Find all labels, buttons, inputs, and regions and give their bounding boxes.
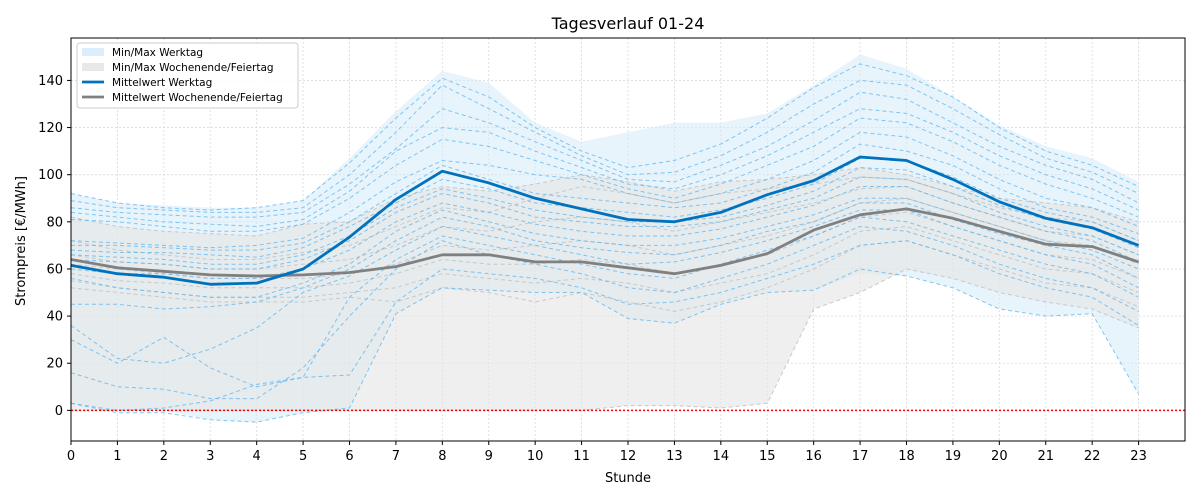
x-tick-label: 21 (1037, 449, 1054, 464)
y-tick-label: 20 (46, 357, 63, 372)
x-tick-label: 14 (713, 449, 730, 464)
x-tick-label: 20 (991, 449, 1008, 464)
x-tick-label: 23 (1130, 449, 1147, 464)
x-tick-label: 2 (160, 449, 168, 464)
weekday-daily-line (70, 167, 1139, 265)
x-tick-label: 10 (527, 449, 544, 464)
x-tick-label: 0 (67, 449, 75, 464)
x-tick-label: 22 (1084, 449, 1101, 464)
y-tick-label: 80 (46, 215, 63, 230)
x-tick-label: 9 (485, 449, 493, 464)
y-tick-label: 140 (38, 74, 63, 89)
x-tick-label: 3 (206, 449, 214, 464)
y-tick-label: 100 (38, 168, 63, 183)
weekend-daily-line (70, 240, 1139, 312)
x-tick-label: 6 (345, 449, 353, 464)
weekend-daily-line (70, 225, 1139, 298)
legend-swatch-band (82, 48, 104, 56)
weekday-daily-line (70, 225, 1139, 400)
weekday-daily-line (70, 108, 1139, 228)
weekend-daily-line (70, 167, 1139, 237)
x-tick-label: 15 (759, 449, 776, 464)
weekday-daily-line (70, 268, 1140, 423)
legend-label: Min/Max Wochenende/Feiertag (112, 62, 274, 74)
x-tick-label: 16 (805, 449, 822, 464)
weekday-daily-line (70, 79, 1139, 213)
weekday-daily-line (71, 143, 1139, 251)
plot-area: 0 1 2 3 4 5 6 7 8 9 10 11 12 13 14 15 16 17 18 19 20 21 22 2302… (38, 37, 1186, 464)
legend-label: Min/Max Werktag (112, 47, 203, 59)
x-tick-label: 5 (299, 449, 307, 464)
x-tick-label: 1 (113, 449, 121, 464)
x-tick-label: 19 (945, 449, 962, 464)
y-tick-label: 120 (38, 121, 63, 136)
weekday-daily-line (70, 117, 1139, 232)
x-tick-label: 12 (620, 449, 637, 464)
legend-label: Mittelwert Wochenende/Feiertag (112, 92, 283, 104)
weekend-min-max-band (71, 167, 1139, 411)
x-tick-label: 7 (392, 449, 400, 464)
weekday-daily-line (70, 209, 1139, 364)
weekday-daily-line (70, 240, 1139, 411)
x-tick-label: 17 (852, 449, 869, 464)
chart-title: Tagesverlauf 01-24 (551, 14, 705, 33)
mean-weekday-line (70, 155, 1140, 286)
x-tick-label: 8 (438, 449, 446, 464)
x-tick-label: 13 (666, 449, 683, 464)
legend: Min/Max Werktag Min/Max Wochenende/Feiert… (76, 42, 299, 109)
x-tick-label: 18 (898, 449, 915, 464)
y-tick-label: 0 (55, 404, 63, 419)
x-tick-label: 11 (573, 449, 590, 464)
y-tick-label: 40 (46, 310, 63, 325)
weekday-daily-line (70, 216, 1139, 388)
legend-swatch-band (82, 63, 104, 71)
x-axis-label: Stunde (605, 471, 651, 486)
weekday-daily-line (70, 157, 1139, 258)
weekday-daily-line (70, 91, 1139, 218)
legend-label: Mittelwert Werktag (112, 77, 212, 89)
x-tick-label: 4 (253, 449, 261, 464)
weekend-daily-line (70, 211, 1139, 289)
mean-weekend-line (70, 207, 1140, 278)
weekday-daily-line (70, 197, 1139, 298)
y-tick-label: 60 (46, 262, 63, 277)
weekday-daily-line (70, 131, 1139, 249)
legend-box (76, 42, 299, 109)
weekday-daily-line (70, 176, 1139, 270)
weekend-daily-line (70, 176, 1139, 260)
y-axis-label: Strompreis [€/MWh] (14, 176, 29, 306)
weekday-daily-line (70, 186, 1139, 279)
